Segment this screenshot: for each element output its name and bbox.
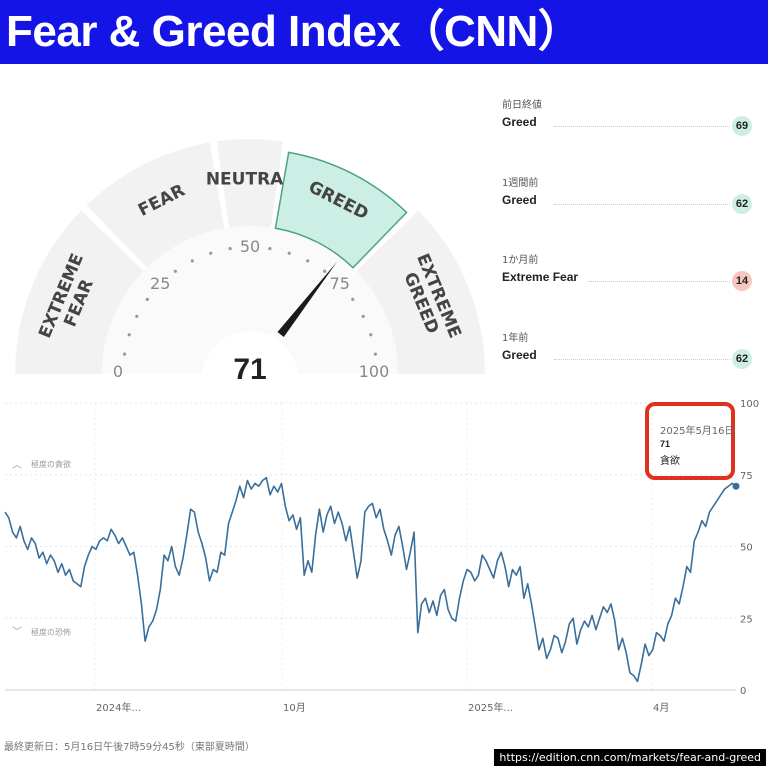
gauge-segment — [15, 210, 144, 374]
stat-value: Greed — [502, 193, 537, 207]
stat-value: Greed — [502, 348, 537, 362]
y-tick-label: 75 — [740, 471, 753, 482]
stat-label: 1か月前 — [502, 255, 539, 266]
gauge-center — [202, 331, 298, 384]
annotation-extreme-greed: 極度の貪欲 — [31, 459, 71, 469]
gauge-segment — [356, 210, 485, 374]
gauge-scale-label: 25 — [150, 274, 170, 293]
score-badge: 69 — [732, 116, 752, 136]
gauge-tick-dot — [145, 297, 149, 301]
tooltip-date: 2025年5月16日 — [660, 426, 735, 437]
score-badge: 62 — [732, 194, 752, 214]
divider — [554, 359, 730, 360]
gauge-scale-label: 50 — [240, 237, 260, 256]
chevron-up-icon: ︿ — [12, 460, 22, 471]
highlight-box — [645, 402, 735, 480]
score-badge: 14 — [732, 271, 752, 291]
gauge-segment — [216, 139, 284, 228]
y-tick-label: 25 — [740, 614, 753, 625]
gauge-tick-dot — [127, 333, 131, 337]
y-tick-label: 0 — [740, 686, 746, 697]
gauge-tick-dot — [190, 259, 194, 263]
page-title: Fear & Greed Index（CNN） — [0, 0, 768, 64]
divider — [588, 281, 730, 282]
historical-stats: 前日終値 Greed 69 1週間前 Greed 62 1か月前 Extreme… — [500, 64, 768, 394]
tooltip-label: 貪欲 — [660, 456, 680, 467]
gauge-scale-label: 100 — [359, 362, 390, 381]
stat-one-month-ago[interactable]: 1か月前 Extreme Fear 14 — [502, 251, 752, 311]
stat-one-year-ago[interactable]: 1年前 Greed 62 — [502, 329, 752, 389]
source-url[interactable]: https://edition.cnn.com/markets/fear-and… — [494, 749, 766, 766]
stat-previous-close[interactable]: 前日終値 Greed 69 — [502, 96, 752, 156]
chevron-down-icon: ﹀ — [12, 626, 22, 638]
stat-label: 前日終値 — [502, 100, 542, 111]
gauge-tick-dot — [373, 352, 378, 356]
gauge-tick-dot — [361, 314, 365, 318]
x-tick-label: 4月 — [653, 702, 669, 714]
stat-value: Extreme Fear — [502, 270, 579, 284]
gauge-inner — [102, 226, 398, 374]
gauge-tick-dot — [369, 333, 373, 337]
x-tick-label: 2025年... — [468, 701, 513, 714]
y-tick-label: 100 — [740, 399, 759, 410]
fear-greed-gauge: EXTREMEFEAR FEAR NEUTRAL GREED EXTREMEGREED 0… — [0, 64, 500, 384]
stat-label: 1週間前 — [502, 178, 539, 189]
gauge-scale-label: 0 — [113, 362, 123, 381]
last-point-marker — [732, 482, 740, 490]
stat-value: Greed — [502, 115, 537, 129]
gauge-needle — [277, 261, 338, 337]
gauge-tick-dot — [306, 259, 310, 263]
gauge-segment — [86, 142, 225, 268]
x-tick-label: 10月 — [283, 702, 306, 714]
gauge-scale-label: 75 — [330, 274, 350, 293]
gauge-segment-label: NEUTRAL — [206, 170, 294, 190]
gauge-segment-active — [274, 151, 408, 269]
divider — [554, 204, 730, 205]
divider — [554, 126, 730, 127]
series-line — [4, 476, 737, 683]
stat-label: 1年前 — [502, 333, 529, 344]
gauge-value: 71 — [233, 353, 266, 384]
last-updated: 最終更新日：5月16日午後7時59分45秒（東部夏時間） — [4, 742, 255, 753]
gauge-tick-dot — [135, 314, 139, 318]
gauge-tick-dot — [209, 251, 213, 255]
x-tick-label: 2024年... — [96, 701, 141, 714]
gauge-tick-dot — [268, 246, 272, 251]
gauge-tick-dot — [173, 269, 177, 273]
gauge-tick-dot — [351, 297, 355, 301]
gauge-tick-dot — [287, 251, 291, 255]
y-tick-label: 50 — [740, 543, 753, 554]
gauge-tick-dot — [122, 352, 127, 356]
annotation-extreme-fear: 極度の恐怖 — [31, 627, 71, 637]
score-badge: 62 — [732, 349, 752, 369]
tooltip-value: 71 — [660, 439, 671, 449]
gauge-tick-dot — [228, 246, 232, 251]
gauge-tick-dot — [323, 269, 327, 273]
stat-one-week-ago[interactable]: 1週間前 Greed 62 — [502, 174, 752, 234]
history-line-chart[interactable]: 0 25 50 75 100 2024年... 10月 2025年... 4月 ︿ 極度の貪欲 ﹀ 極度… — [0, 395, 768, 725]
